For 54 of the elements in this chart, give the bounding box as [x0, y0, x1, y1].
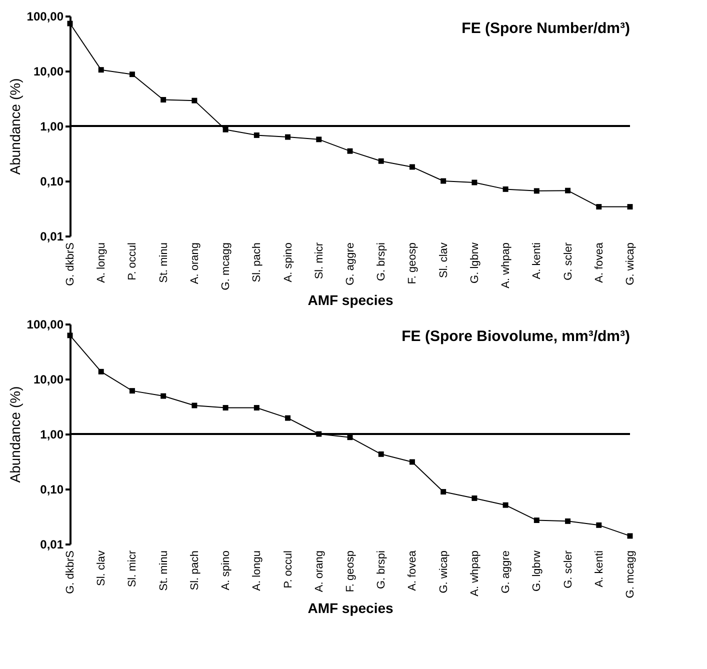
y-tick-label: 100,00 — [26, 318, 64, 332]
x-tick-label: G. aggre — [344, 242, 356, 286]
y-tick-label: 100,00 — [26, 10, 64, 24]
y-tick-label: 0,10 — [40, 482, 64, 496]
x-tick-label: A. longu — [96, 242, 108, 283]
x-tick-label: G. scler — [562, 550, 574, 588]
x-tick-label: A. whpap — [500, 242, 512, 288]
x-tick-label: A. fovea — [406, 550, 419, 591]
y-tick-label: 1,00 — [40, 428, 64, 442]
x-tick-label: Sl. micr — [126, 550, 139, 588]
x-tick-label: G. dkbrS — [64, 242, 76, 286]
x-tick-label: Sl. clav — [96, 550, 108, 586]
x-tick-label: Sl. micr — [313, 242, 326, 280]
x-tick-label: G. wicap — [438, 550, 450, 594]
x-tick-label: A. fovea — [593, 242, 606, 283]
x-tick-label: G. lgbrw — [468, 242, 481, 284]
chart-title: FE (Spore Biovolume, mm³/dm³) — [402, 328, 630, 345]
x-tick-label: Sl. pach — [188, 550, 201, 590]
x-tick-label: G. brspi — [376, 242, 388, 282]
y-tick-label: 0,10 — [40, 174, 64, 188]
x-tick-label: Sl. clav — [438, 242, 450, 278]
y-tick-label: 10,00 — [33, 64, 64, 78]
x-tick-label: St. minu — [158, 550, 170, 591]
x-tick-label: P. occul — [126, 242, 139, 280]
x-tick-label: G. dkbrS — [64, 550, 76, 594]
y-tick-label: 1,00 — [40, 120, 64, 134]
x-tick-label: A. kenti — [531, 242, 544, 280]
x-tick-label: A. orang — [188, 242, 201, 284]
y-tick-label: 10,00 — [33, 372, 64, 386]
x-tick-label: G. brspi — [376, 550, 388, 590]
x-tick-label: P. occul — [282, 550, 294, 588]
x-tick-label: G. scler — [562, 242, 574, 280]
x-tick-label: A. whpap — [468, 550, 481, 596]
x-tick-label: G. lgbrw — [531, 550, 544, 592]
y-axis-title: Abundance (%) — [6, 386, 23, 483]
x-tick-label: Sl. pach — [251, 242, 264, 282]
x-tick-label: A. longu — [251, 550, 264, 591]
x-tick-label: G. aggre — [500, 550, 512, 594]
x-tick-label: St. minu — [158, 242, 170, 283]
y-tick-label: 0,01 — [40, 538, 64, 552]
x-tick-label: G. mcagg — [220, 242, 232, 290]
x-tick-label: A. kenti — [593, 550, 606, 588]
x-tick-label: A. spino — [220, 550, 232, 590]
x-tick-label: G. wicap — [624, 242, 636, 286]
x-tick-label: F. geosp — [344, 550, 356, 592]
y-tick-label: 0,01 — [40, 230, 64, 244]
chart-title: FE (Spore Number/dm³) — [462, 20, 630, 37]
y-axis-title: Abundance (%) — [6, 78, 23, 175]
x-tick-label: G. mcagg — [624, 550, 636, 598]
x-tick-label: A. spino — [282, 242, 294, 282]
x-axis-title: AMF species — [308, 600, 394, 616]
x-tick-label: F. geosp — [406, 242, 419, 284]
x-tick-label: A. orang — [313, 550, 326, 592]
x-axis-title: AMF species — [308, 292, 394, 308]
